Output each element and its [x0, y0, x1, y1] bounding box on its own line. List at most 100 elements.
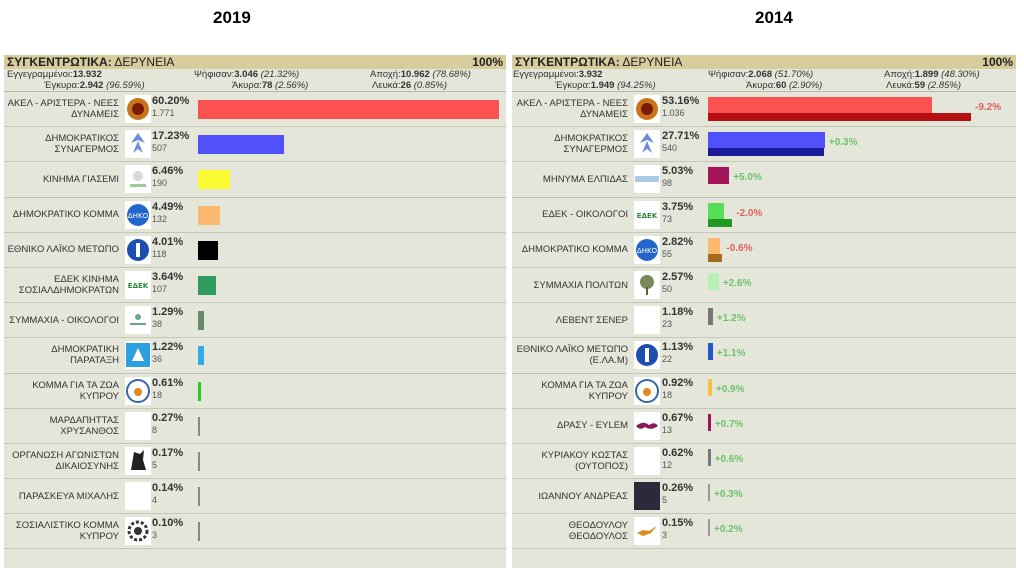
party-percent: 0.10%	[152, 517, 184, 530]
party-result: 2.82% 55	[662, 236, 693, 259]
party-percent: 0.27%	[152, 411, 184, 424]
party-percent: 0.26%	[662, 482, 694, 495]
party-result: 0.26% 5	[662, 482, 693, 505]
vote-share-bar	[708, 132, 825, 149]
party-votes: 23	[662, 319, 673, 330]
party-row: ΑΚΕΛ - ΑΡΙΣΤΕΡΑ - ΝΕΕΣ ΔΥΝΑΜΕΙΣ 53.16% 1.0…	[512, 92, 1016, 128]
party-name: ΕΘΝΙΚΟ ΛΑΪΚΟ ΜΕΤΩΠΟ (Ε.ΛΑ.Μ)	[516, 344, 628, 367]
party-name: ΜΗΝΥΜΑ ΕΛΠΙΔΑΣ	[542, 173, 628, 185]
vote-share-bar	[708, 272, 719, 290]
party-result: 60.20% 1.771	[152, 95, 189, 118]
disy-logo-icon	[634, 130, 660, 159]
akel-logo-icon	[634, 95, 660, 123]
diko-logo-icon: ΔΗΚΟ	[634, 235, 660, 264]
svg-text:ΕΔΕΚ: ΕΔΕΚ	[128, 282, 149, 290]
vote-share-bar	[198, 205, 221, 225]
vote-share-bar	[198, 487, 200, 507]
svg-text:ΕΔΕΚ: ΕΔΕΚ	[637, 212, 658, 220]
party-row: ΔΗΜΟΚΡΑΤΙΚΟ ΚΟΜΜΑ ΔΗΚΟ 2.82% 55 -0.6%	[512, 233, 1016, 268]
party-result: 4.49% 132	[152, 201, 183, 224]
party-percent: 4.01%	[152, 235, 184, 248]
party-name: ΟΡΓΑΝΩΣΗ ΑΓΩΝΙΣΤΩΝ ΔΙΚΑΙΟΣΥΝΗΣ	[12, 449, 119, 472]
party-percent: 27.71%	[662, 130, 700, 143]
vote-share-bar	[198, 240, 219, 260]
lion-logo-icon	[125, 446, 151, 475]
share-change-label: +0.7%	[714, 418, 744, 430]
party-result: 1.13% 22	[662, 341, 693, 364]
share-change-label: -9.2%	[975, 102, 1002, 113]
party-row: ΣΟΣΙΑΛΙΣΤΙΚΟ ΚΟΜΜΑ ΚΥΠΡΟΥ 0.10% 3	[4, 514, 506, 550]
blank-logo-icon	[125, 411, 151, 440]
party-result: 6.46% 190	[152, 165, 183, 188]
party-name: ΠΑΡΑΣΚΕΥΑ ΜΙΧΑΛΗΣ	[18, 490, 119, 502]
cyprus-map-logo-icon	[634, 517, 660, 546]
results-panel-2019: ΣΥΓΚΕΝΤΡΩΤΙΚΑ: ΔΕΡΥΝΕΙΑ 100% Εγγεγραμμέν…	[4, 55, 506, 568]
party-votes: 4	[152, 495, 158, 506]
abstention-stat: Αποχή:10.962 (78.68%)	[370, 69, 471, 80]
disy-logo-icon	[125, 130, 151, 159]
party-votes: 5	[662, 495, 668, 506]
vote-share-bar	[708, 378, 712, 396]
party-votes: 36	[152, 354, 163, 365]
vote-share-bar	[708, 413, 711, 431]
gear-logo-icon	[125, 517, 151, 546]
party-votes: 540	[662, 143, 678, 154]
party-row: ΕΔΕΚ ΚΙΝΗΜΑ ΣΟΣΙΑΛΔΗΜΟΚΡΑΤΩΝ ΕΔΕΚ 3.64% 107	[4, 268, 506, 304]
invalid-stat: Άκυρα:78 (2.56%)	[232, 80, 309, 91]
party-votes: 3	[152, 530, 158, 541]
vote-share-bar	[708, 343, 713, 361]
party-percent: 0.17%	[152, 446, 184, 459]
party-row: ΔΗΜΟΚΡΑΤΙΚΟΣ ΣΥΝΑΓΕΡΜΟΣ 17.23% 507	[4, 127, 506, 163]
party-row: ΔΗΜΟΚΡΑΤΙΚΗ ΠΑΡΑΤΑΞΗ 1.22% 36	[4, 338, 506, 374]
party-percent: 4.49%	[152, 200, 184, 213]
panel-title: ΣΥΓΚΕΝΤΡΩΤΙΚΑ:	[7, 55, 112, 69]
panel-header: ΣΥΓΚΕΝΤΡΩΤΙΚΑ: ΔΕΡΥΝΕΙΑ 100%	[512, 55, 1016, 69]
invalid-stat: Άκυρα:60 (2.90%)	[746, 80, 823, 91]
registered-stat: Εγγεγραμμένοι:13.932	[7, 69, 102, 80]
previous-share-bar	[708, 148, 824, 157]
party-name: ΚΥΡΙΑΚΟΥ ΚΩΣΤΑΣ (ΟΥΤΟΠΟΣ)	[541, 449, 628, 472]
party-name: ΕΔΕΚ - ΟΙΚΟΛΟΓΟΙ	[542, 209, 628, 221]
vote-share-bar	[198, 275, 217, 295]
party-percent: 3.64%	[152, 270, 184, 283]
party-votes: 3	[662, 530, 668, 541]
vote-share-bar	[198, 135, 285, 155]
party-row: ΚΟΜΜΑ ΓΙΑ ΤΑ ΖΩΑ ΚΥΠΡΟΥ 0.61% 18	[4, 374, 506, 409]
party-percent: 6.46%	[152, 165, 184, 178]
party-percent: 1.13%	[662, 341, 694, 354]
party-result: 3.64% 107	[152, 271, 183, 294]
party-row: ΕΘΝΙΚΟ ΛΑΪΚΟ ΜΕΤΩΠΟ (Ε.ΛΑ.Μ) 1.13% 22 +1.1%	[512, 338, 1016, 374]
share-change-label: -0.6%	[726, 242, 753, 254]
party-name: ΔΗΜΟΚΡΑΤΙΚΟΣ ΣΥΝΑΓΕΡΜΟΣ	[554, 133, 628, 156]
party-percent: 1.18%	[662, 306, 694, 319]
party-result: 0.67% 13	[662, 412, 693, 435]
party-row: ΣΥΜΜΑΧΙΑ - ΟΙΚΟΛΟΓΟΙ 1.29% 38	[4, 303, 506, 339]
party-votes: 5	[152, 459, 158, 470]
counted-percent: 100%	[472, 55, 503, 69]
share-change-label: +2.6%	[722, 277, 752, 289]
party-row: ΚΥΡΙΑΚΟΥ ΚΩΣΤΑΣ (ΟΥΤΟΠΟΣ) 0.62% 12 +0.6%	[512, 444, 1016, 480]
vote-share-bar	[198, 346, 205, 366]
edek-logo-icon: ΕΔΕΚ	[125, 270, 151, 299]
party-percent: 0.92%	[662, 376, 694, 389]
vote-share-bar	[708, 484, 710, 502]
party-row: ΔΗΜΟΚΡΑΤΙΚΟ ΚΟΜΜΑ ΔΗΚΟ 4.49% 132	[4, 198, 506, 233]
party-result: 4.01% 118	[152, 236, 183, 259]
vote-share-bar	[198, 416, 200, 436]
dark-photo-logo-icon	[634, 482, 660, 511]
party-name: ΚΟΜΜΑ ΓΙΑ ΤΑ ΖΩΑ ΚΥΠΡΟΥ	[32, 379, 119, 402]
party-name: ΜΑΡΔΑΠΗΤΤΑΣ ΧΡΥΣΑΝΘΟΣ	[49, 414, 119, 437]
giasemi-logo-icon	[125, 165, 151, 194]
previous-share-bar	[708, 253, 723, 262]
party-row: ΣΥΜΜΑΧΙΑ ΠΟΛΙΤΩΝ 2.57% 50 +2.6%	[512, 268, 1016, 304]
valid-stat: Έγκυρα:2.942 (96.59%)	[44, 80, 145, 91]
vote-share-bar	[708, 167, 730, 185]
party-result: 0.62% 12	[662, 447, 693, 470]
vote-share-bar	[198, 451, 200, 471]
svg-text:ΔΗΚΟ: ΔΗΚΟ	[128, 212, 149, 220]
voted-stat: Ψήφισαν:3.046 (21.32%)	[194, 69, 300, 80]
party-percent: 17.23%	[152, 130, 190, 143]
party-name: ΔΡΑΣΥ - ΕΥLEM	[557, 420, 628, 432]
party-name: ΙΩΑΝΝΟΥ ΑΝΔΡΕΑΣ	[538, 490, 628, 502]
registered-stat: Εγγεγραμμένοι:3.932	[513, 69, 603, 80]
